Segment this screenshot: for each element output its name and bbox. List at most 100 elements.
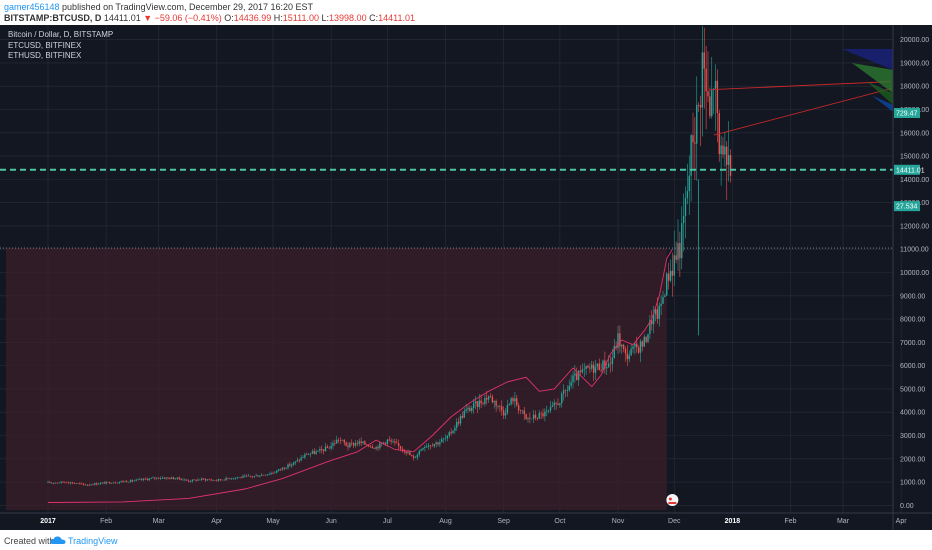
candle-body <box>212 480 213 481</box>
candle-body <box>494 401 495 402</box>
tradingview-link[interactable]: TradingView <box>68 536 118 546</box>
candle-body <box>629 355 630 359</box>
candle-body <box>411 455 412 456</box>
candle-body <box>389 440 390 441</box>
candle-body <box>282 468 283 470</box>
candle-body <box>347 446 348 448</box>
candle-body <box>390 440 391 441</box>
candle-body <box>229 479 230 480</box>
candle-body <box>164 478 165 479</box>
candle-body <box>285 468 286 469</box>
last-price: 14411.01 <box>104 13 141 23</box>
candle-body <box>158 478 159 479</box>
candle-body <box>705 69 706 91</box>
candle-body <box>664 295 665 297</box>
price-chart[interactable]: 20000.0019000.0018000.0017000.0016000.00… <box>0 25 932 530</box>
candle-body <box>224 480 225 481</box>
candle-body <box>317 451 318 452</box>
chart-area[interactable]: 20000.0019000.0018000.0017000.0016000.00… <box>0 25 932 530</box>
candle-body <box>525 414 526 419</box>
candle-body <box>563 390 564 393</box>
candle-body <box>675 255 676 259</box>
candle-body <box>289 464 290 465</box>
y-tick-label: 10000.00 <box>900 270 929 277</box>
candle-body <box>203 478 204 479</box>
candle-body <box>692 135 693 142</box>
candle-body <box>479 401 480 407</box>
candle-body <box>355 443 356 445</box>
legend-btc: Bitcoin / Dollar, D, BITSTAMP <box>8 30 113 39</box>
ohlc-line: BITSTAMP:BTCUSD, D 14411.01 ▼ −59.06 (−0… <box>4 13 415 23</box>
open-label: O: <box>224 13 234 23</box>
price-label-etc: 729.47 <box>894 108 920 118</box>
candle-body <box>396 443 397 444</box>
candle-body <box>169 478 170 479</box>
candle-body <box>595 367 596 373</box>
candle-body <box>171 477 172 478</box>
candle-body <box>726 147 727 165</box>
y-tick-label: 20000.00 <box>900 37 929 44</box>
candle-body <box>392 441 393 442</box>
y-tick-label: 3000.00 <box>900 433 925 440</box>
candle-body <box>72 482 73 483</box>
candle-body <box>255 476 256 477</box>
x-tick-label: Oct <box>554 518 565 525</box>
publish-line: gamer456148 published on TradingView.com… <box>4 2 313 12</box>
candle-body <box>92 485 93 486</box>
candle-body <box>327 447 328 448</box>
candle-body <box>419 451 420 455</box>
candle-body <box>471 408 472 411</box>
candle-body <box>501 406 502 410</box>
candle-body <box>267 474 268 475</box>
candle-body <box>250 476 251 477</box>
x-tick-label: May <box>266 518 280 525</box>
candle-body <box>621 345 622 347</box>
candle-body <box>310 453 311 454</box>
candle-body <box>70 482 71 483</box>
candle-body <box>47 482 48 483</box>
candle-body <box>445 438 446 439</box>
candle-body <box>321 449 322 450</box>
candle-body <box>173 477 174 479</box>
candle-body <box>527 418 528 419</box>
published-text: published on TradingView.com, December 2… <box>60 2 314 12</box>
candle-body <box>344 440 345 443</box>
candle-body <box>597 364 598 367</box>
candle-body <box>85 484 86 485</box>
candle-body <box>272 473 273 474</box>
candle-body <box>115 483 116 484</box>
candle-body <box>533 415 534 419</box>
author-link[interactable]: gamer456148 <box>4 2 60 12</box>
candle-body <box>199 480 200 481</box>
candle-body <box>120 481 121 482</box>
candle-body <box>77 483 78 484</box>
candle-body <box>709 96 710 116</box>
tradingview-cloud-icon <box>50 535 66 545</box>
candle-body <box>126 481 127 482</box>
legend-eth: ETHUSD, BITFINEX <box>8 51 82 60</box>
candle-body <box>299 460 300 461</box>
candle-body <box>387 440 388 444</box>
candle-body <box>190 481 191 482</box>
candle-body <box>452 431 453 434</box>
candle-body <box>325 447 326 452</box>
price-label-eth: 27.534 <box>894 201 920 211</box>
candle-body <box>447 436 448 439</box>
event-badge-icon[interactable] <box>666 494 678 506</box>
candle-body <box>89 485 90 486</box>
candle-body <box>379 443 380 448</box>
candle-body <box>614 346 615 358</box>
y-tick-label: 4000.00 <box>900 410 925 417</box>
y-tick-label: 19000.00 <box>900 60 929 67</box>
candle-body <box>192 480 193 482</box>
candle-body <box>261 475 262 476</box>
candle-body <box>359 441 360 443</box>
candle-body <box>584 369 585 370</box>
candle-body <box>152 478 153 479</box>
candle-body <box>370 447 371 448</box>
x-tick-label: Dec <box>668 518 681 525</box>
candle-body <box>374 448 375 449</box>
candle-body <box>720 146 721 155</box>
candle-body <box>728 155 729 165</box>
candle-body <box>59 483 60 484</box>
